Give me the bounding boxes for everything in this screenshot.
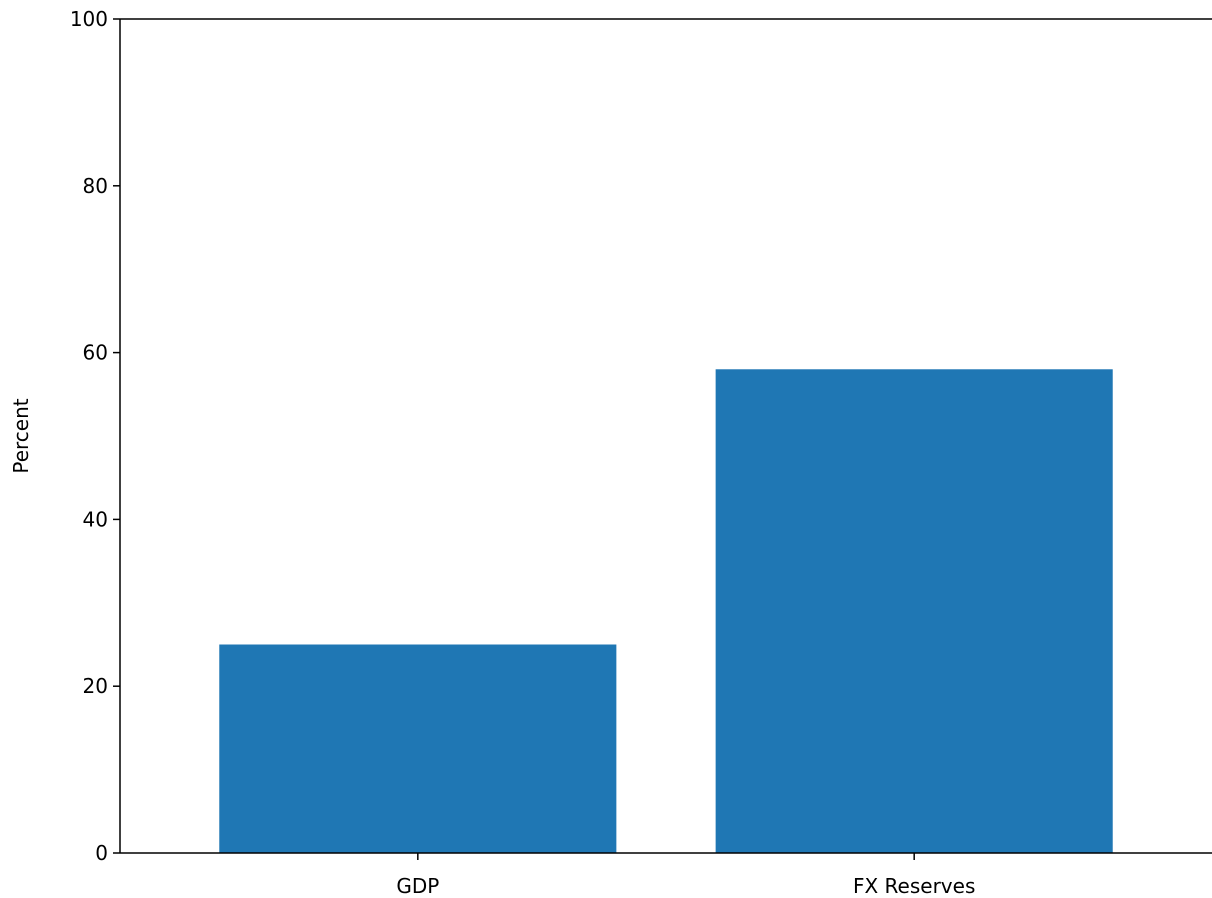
bars-group — [219, 369, 1113, 853]
x-axis-ticks: GDP FX Reserves — [396, 853, 975, 898]
bar-gdp — [219, 644, 617, 853]
y-tick-label: 80 — [83, 174, 108, 198]
y-tick-label: 40 — [83, 507, 108, 531]
y-axis-ticks: 0 20 40 60 80 100 — [70, 7, 120, 865]
y-tick-label: 60 — [83, 341, 108, 365]
y-tick-label: 0 — [95, 841, 108, 865]
y-axis-label: Percent — [9, 398, 33, 473]
y-tick-label: 20 — [83, 674, 108, 698]
bar-fx-reserves — [715, 369, 1113, 853]
x-tick-label: FX Reserves — [853, 874, 975, 898]
x-tick-label: GDP — [396, 874, 439, 898]
y-tick-label: 100 — [70, 7, 108, 31]
